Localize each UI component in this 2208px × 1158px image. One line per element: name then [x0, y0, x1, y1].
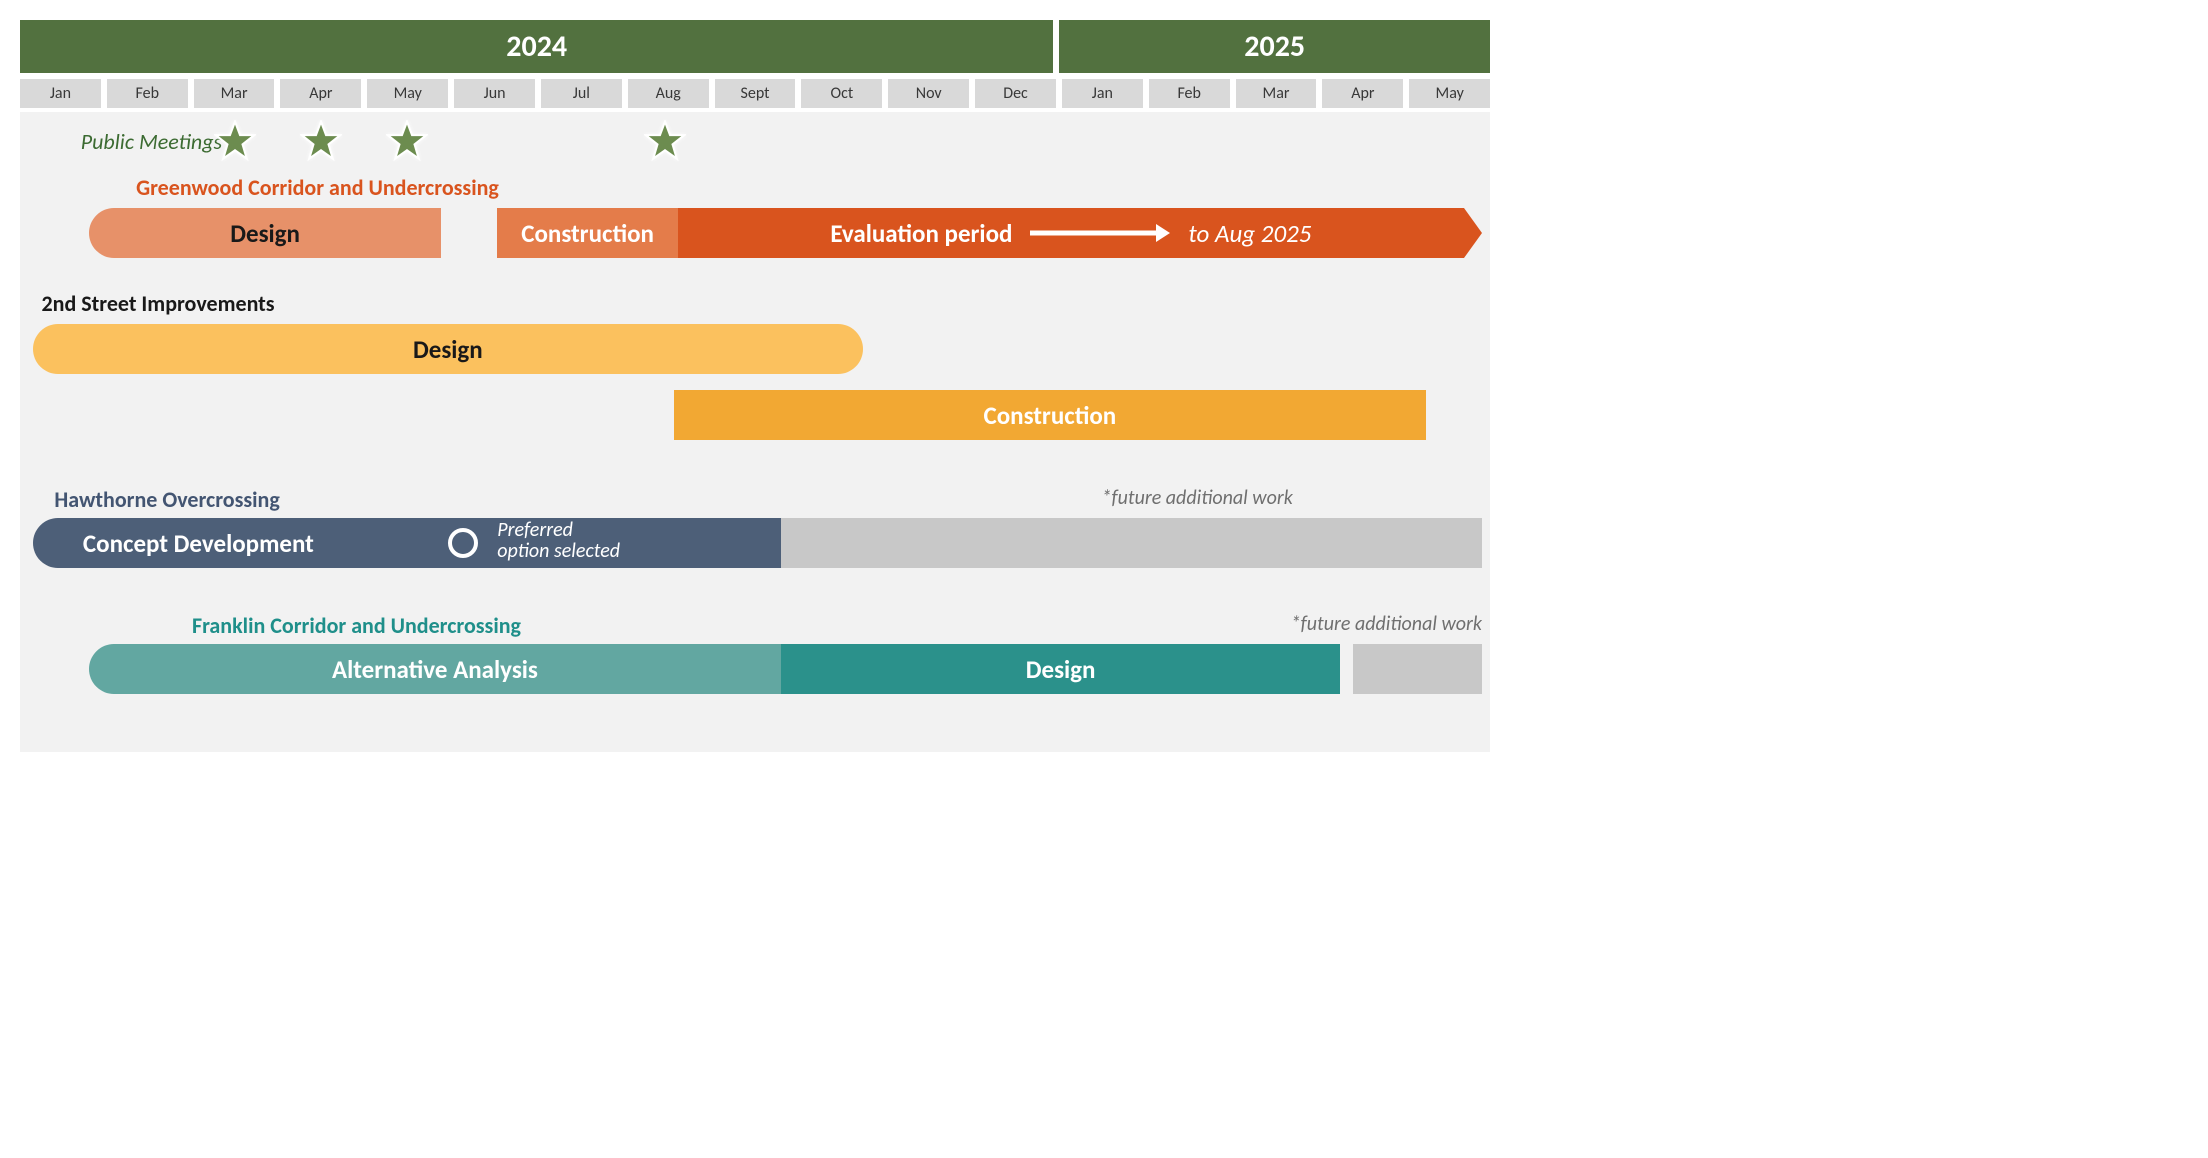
timeline-bar: Design	[33, 324, 863, 374]
month-cell: Apr	[280, 79, 361, 108]
timeline-bar	[1353, 644, 1482, 694]
timeline-bar: Evaluation period to Aug 2025	[678, 208, 1464, 258]
month-cell: Feb	[1149, 79, 1230, 108]
bar-label: Construction	[674, 400, 1427, 431]
bar-label: Concept Development	[33, 528, 314, 559]
month-cell: Aug	[628, 79, 709, 108]
bar-label: Construction	[497, 218, 678, 249]
bar-label: Alternative Analysis	[89, 654, 781, 685]
year-headers-row: 20242025	[20, 20, 1490, 73]
future-work-note: *future additional work	[1291, 612, 1482, 636]
month-cell: Feb	[107, 79, 188, 108]
month-cell: Oct	[801, 79, 882, 108]
timeline-bar: Concept Development	[33, 518, 781, 568]
month-cell: Dec	[975, 79, 1056, 108]
timeline-root: 20242025 JanFebMarAprMayJunJulAugSeptOct…	[20, 20, 1490, 752]
year-header: 2024	[20, 20, 1053, 73]
timeline-bar	[781, 518, 1482, 568]
arrow-icon	[1030, 218, 1170, 249]
project-title: Hawthorne Overcrossing	[54, 486, 279, 513]
timeline-bar: Design	[89, 208, 442, 258]
bar-label: Design	[781, 654, 1340, 685]
project-title: Greenwood Corridor and Undercrossing	[136, 174, 499, 201]
timeline-bar: Construction	[674, 390, 1427, 440]
month-cell: Apr	[1322, 79, 1403, 108]
month-cell: Jan	[1062, 79, 1143, 108]
public-meeting-star-icon	[386, 120, 428, 162]
timeline-bar: Alternative Analysis	[89, 644, 781, 694]
bar-label: Design	[33, 334, 863, 365]
timeline-bar: Design	[781, 644, 1340, 694]
bar-annotation: Preferredoption selected	[497, 520, 620, 562]
month-cell: Jul	[541, 79, 622, 108]
bar-tail-text: to Aug 2025	[1188, 218, 1311, 249]
project-title: Franklin Corridor and Undercrossing	[192, 612, 521, 639]
month-cell: Jun	[454, 79, 535, 108]
chart-area: Public Meetings Greenwood Corridor and Un…	[20, 112, 1490, 752]
month-cell: May	[1409, 79, 1490, 108]
month-cell: May	[367, 79, 448, 108]
bar-label: Evaluation period	[830, 218, 1012, 249]
year-header: 2025	[1059, 20, 1490, 73]
month-cell: Sept	[715, 79, 796, 108]
public-meeting-star-icon	[644, 120, 686, 162]
month-cell: Jan	[20, 79, 101, 108]
project-title: 2nd Street Improvements	[42, 290, 275, 317]
month-cell: Mar	[194, 79, 275, 108]
milestone-marker-icon	[448, 528, 478, 558]
bar-arrow-tip-icon	[1464, 208, 1482, 258]
month-row: JanFebMarAprMayJunJulAugSeptOctNovDecJan…	[20, 79, 1490, 108]
public-meeting-star-icon	[214, 120, 256, 162]
public-meeting-star-icon	[300, 120, 342, 162]
future-work-note: *future additional work	[1102, 486, 1293, 510]
month-cell: Mar	[1236, 79, 1317, 108]
public-meetings-label: Public Meetings	[81, 128, 222, 155]
month-cell: Nov	[888, 79, 969, 108]
bar-label: Design	[89, 218, 442, 249]
timeline-bar: Construction	[497, 208, 678, 258]
